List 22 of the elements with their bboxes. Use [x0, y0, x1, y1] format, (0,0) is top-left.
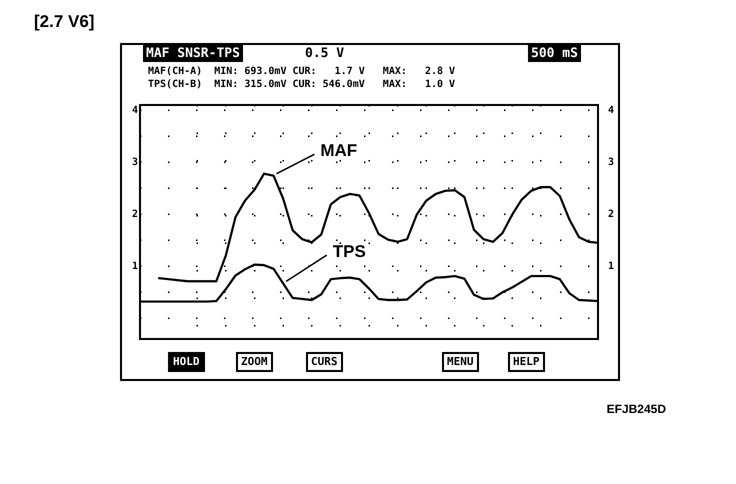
text: 500 mS — [528, 45, 581, 62]
text: MAF — [320, 140, 358, 160]
y-tick-label: 4 — [132, 104, 138, 116]
text: HELP — [508, 352, 544, 372]
text: TPS(CH-B) MIN: 315.0mV CUR: 546.0mV MAX: 1.0 V — [148, 78, 456, 91]
chart-title: [2.7 V6] — [34, 12, 94, 32]
y-tick-label: 1 — [132, 260, 138, 272]
y-tick-label: 2 — [132, 208, 138, 220]
y2-tick-label: 4 — [608, 104, 614, 116]
text: HOLD — [168, 352, 204, 372]
y2-tick-label: 3 — [608, 156, 614, 168]
text: EFJB245D — [606, 402, 666, 416]
text: 0.5 V — [305, 45, 344, 62]
text: MAF(CH-A) MIN: 693.0mV CUR: 1.7 V MAX: 2.8 V — [148, 65, 456, 78]
y2-tick-label: 2 — [608, 208, 614, 220]
text: ZOOM — [236, 352, 272, 372]
text: CURS — [306, 352, 342, 372]
text: MENU — [442, 352, 478, 372]
text: MAF SNSR-TPS — [143, 45, 243, 62]
y-tick-label: 3 — [132, 156, 138, 168]
y2-tick-label: 1 — [608, 260, 614, 272]
series-label: TPS — [332, 242, 366, 261]
